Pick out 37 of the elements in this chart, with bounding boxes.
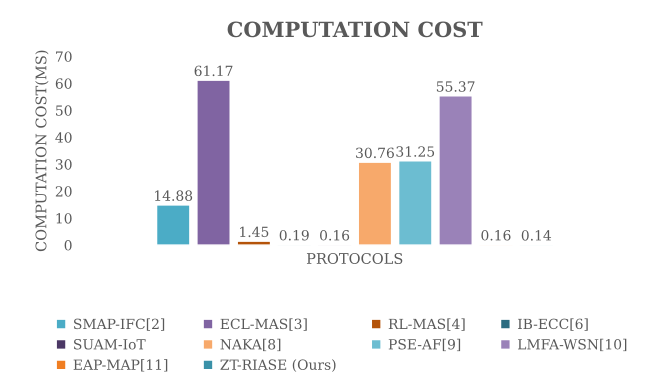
data-label: 0.14 [522, 230, 552, 241]
y-tick-label: 40 [55, 132, 72, 143]
bar [358, 161, 392, 246]
legend-label: NAKA[8] [220, 338, 280, 352]
data-label: 0.16 [481, 230, 511, 241]
data-label: 61.17 [194, 66, 232, 76]
y-tick-label: 70 [56, 51, 72, 62]
data-label: 55.37 [436, 81, 474, 92]
y-tick-label: 60 [56, 78, 72, 89]
bar [236, 240, 272, 246]
chart-title: COMPUTATION COST [228, 22, 483, 38]
y-tick-label: 30 [56, 159, 72, 170]
data-label: 0.19 [280, 230, 309, 240]
data-label: 14.88 [155, 190, 192, 201]
legend-label: SMAP-IFC[2] [74, 318, 164, 331]
legend-label: PSE-AF[9] [388, 338, 460, 352]
legend-label: RL-MAS[4] [388, 318, 465, 331]
data-label: 0.16 [320, 230, 350, 241]
data-label: 1.45 [240, 226, 268, 238]
legend-label: ZT-RIASE (Ours) [220, 359, 336, 372]
y-tick-label: 20 [56, 186, 72, 197]
data-label: 31.25 [396, 146, 434, 157]
y-tick-label: 10 [56, 213, 72, 224]
legend-label: LMFA-WSN[10] [518, 338, 626, 352]
y-axis-title: COMPUTATION COST(MS) [35, 50, 49, 252]
legend-label: EAP-MAP[11] [74, 359, 168, 372]
x-axis-title: PROTOCOLS [306, 252, 402, 264]
y-tick-label: 0 [64, 240, 72, 251]
legend-label: SUAM-IoT [74, 339, 146, 350]
data-label: 30.76 [356, 148, 394, 158]
bar [398, 160, 433, 246]
bar [196, 80, 231, 246]
y-tick-label: 50 [56, 105, 72, 116]
legend-label: IB-ECC[6] [518, 318, 588, 331]
legend-label: ECL-MAS[3] [220, 318, 307, 331]
bar [438, 95, 473, 246]
bar [156, 204, 191, 246]
